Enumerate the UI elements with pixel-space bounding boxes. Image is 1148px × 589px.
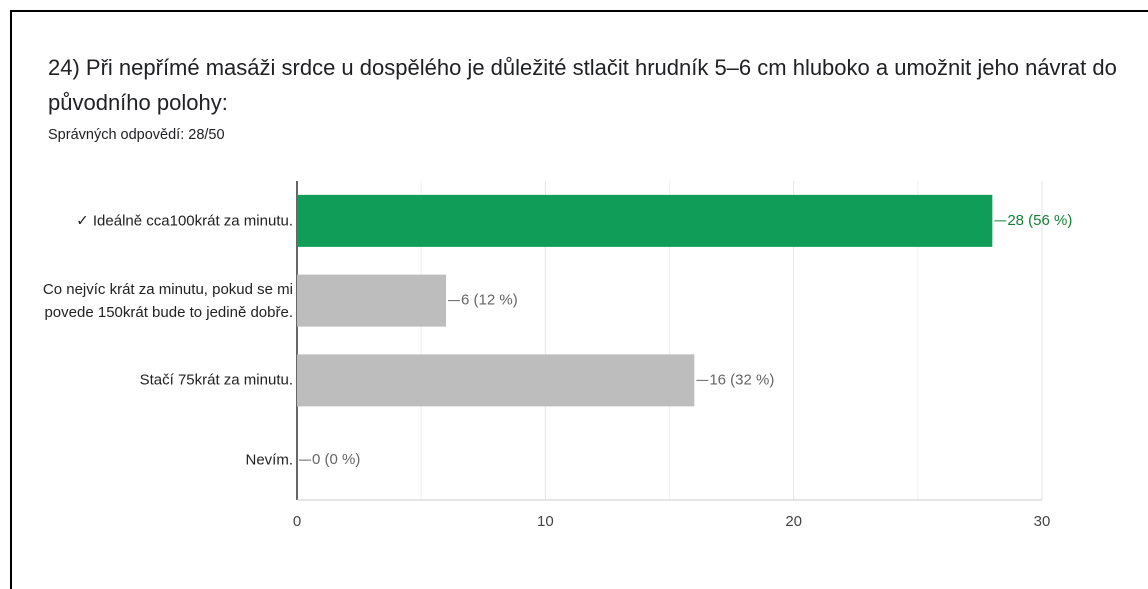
question-title: 24) Při nepřímé masáži srdce u dospělého… [48,55,1117,115]
card-border [10,10,1148,589]
value-label: 6 (12 %) [461,292,518,309]
x-tick-label: 10 [537,513,554,530]
score: Správných odpovědí: 28/50 [48,127,225,143]
category-label: ✓ Ideálně cca100krát za minutu. [76,212,293,230]
bar [297,274,446,327]
x-tick-label: 0 [293,513,301,530]
bar [297,194,993,247]
value-label: 0 (0 %) [312,451,360,468]
value-label: 16 (32 %) [709,371,774,388]
bar [297,354,695,407]
value-label: 28 (56 %) [1007,212,1072,229]
category-label: Stačí 75krát za minutu. [139,371,293,389]
x-tick-label: 20 [785,513,802,530]
category-label: Nevím. [245,451,293,469]
category-label: Co nejvíc krát za minutu, pokud se mi po… [42,280,293,321]
x-tick-label: 30 [1034,513,1051,530]
